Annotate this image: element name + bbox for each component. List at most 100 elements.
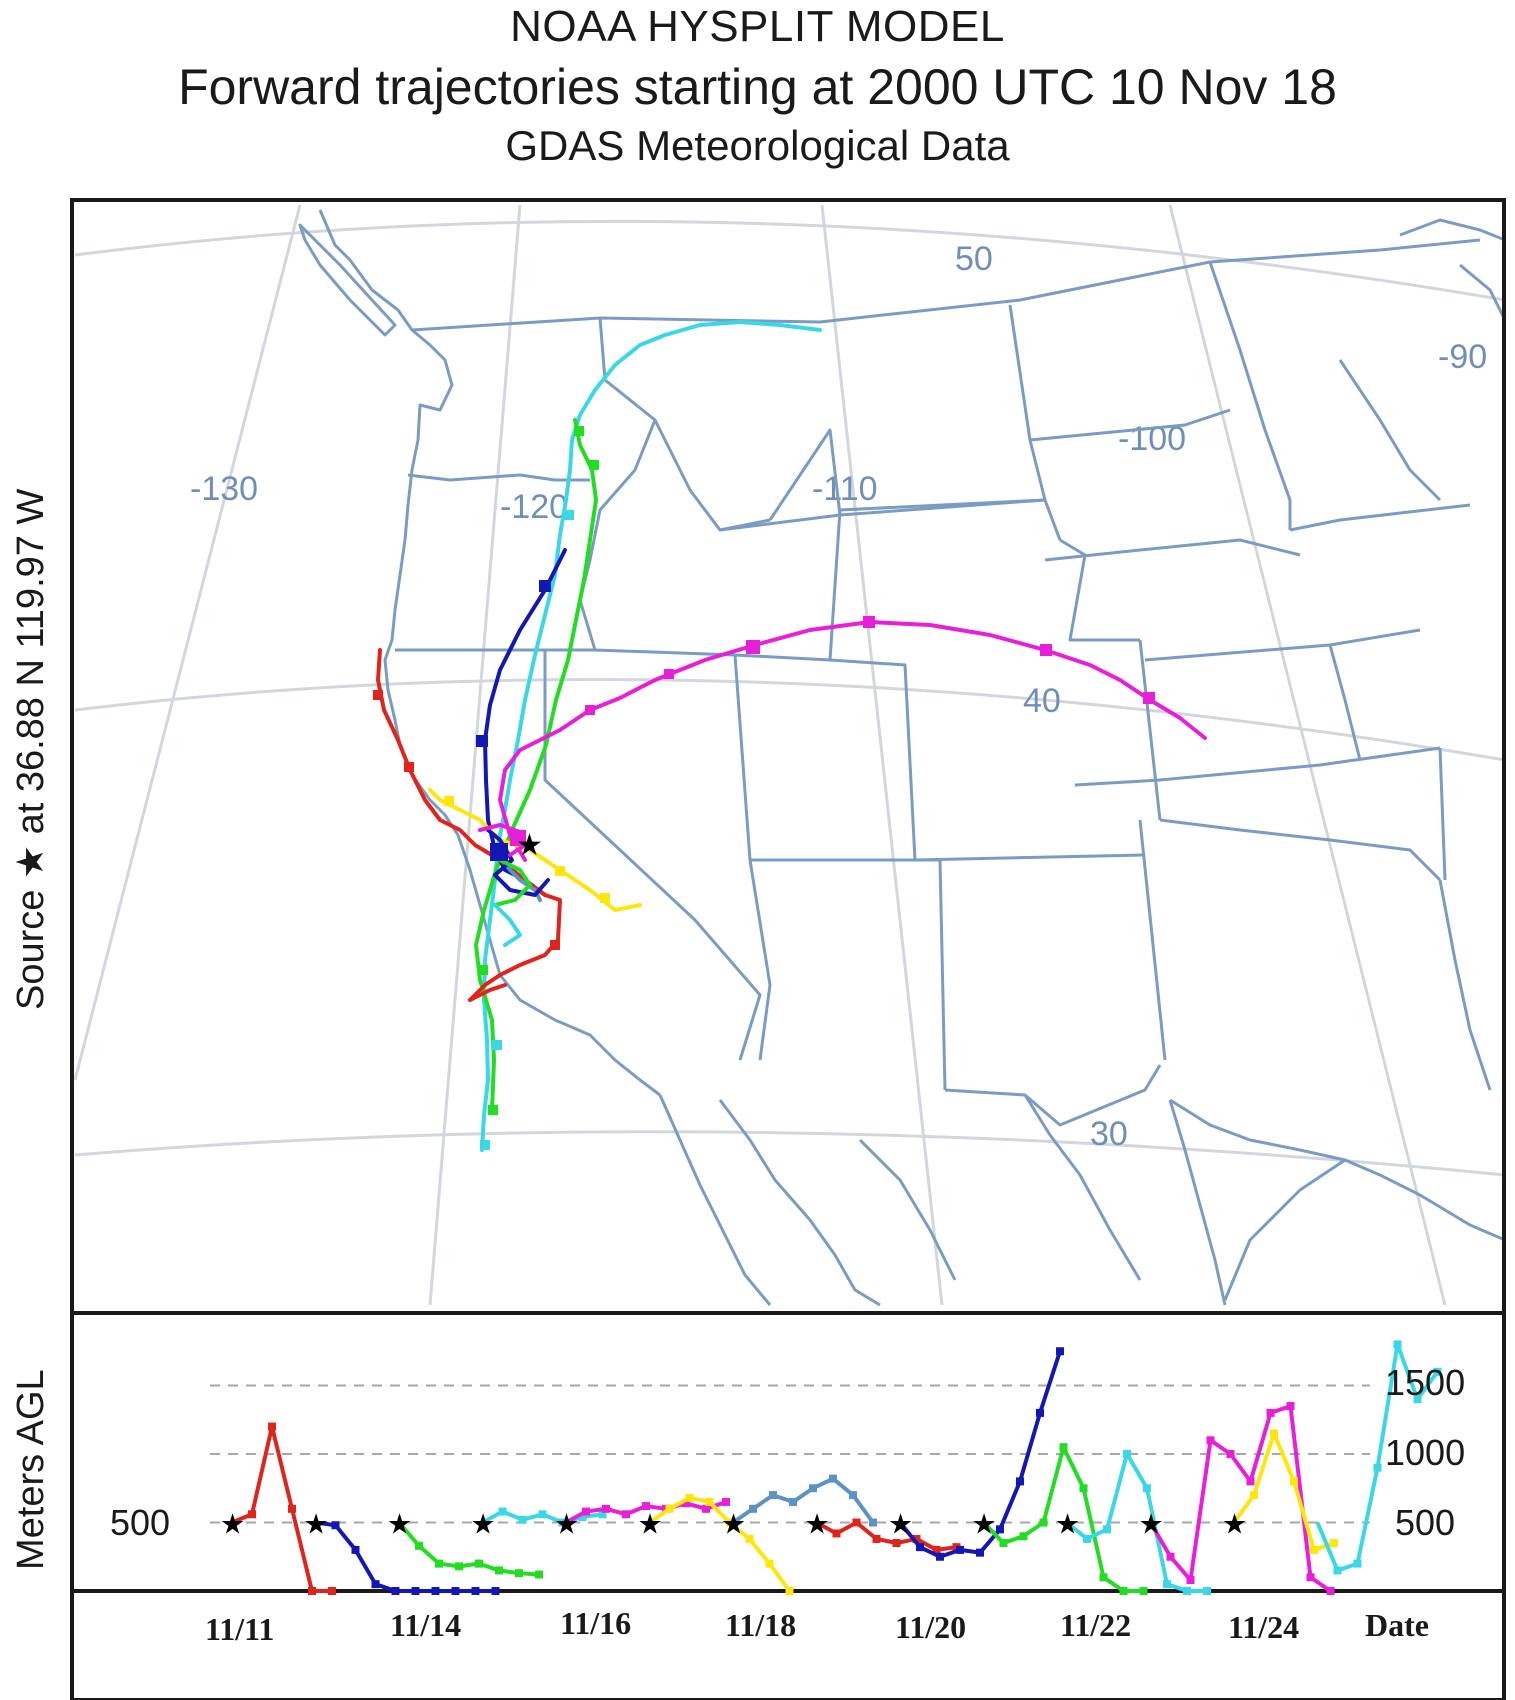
height-point — [455, 1562, 463, 1571]
y-tick-1500: 1500 — [1385, 1362, 1465, 1403]
start-star: ★ — [1055, 1508, 1080, 1541]
height-point — [1039, 1518, 1048, 1527]
marker-cyan-2 — [480, 1140, 490, 1150]
marker-green-4 — [478, 965, 488, 975]
border-ne-co — [1059, 538, 1140, 642]
start-star: ★ — [888, 1508, 913, 1541]
lat-50-line — [74, 219, 1506, 302]
height-gridlines — [210, 1384, 1370, 1524]
lon-110-line — [820, 204, 944, 1306]
height-point — [1206, 1436, 1215, 1445]
marker-red-3 — [550, 940, 560, 950]
marker-magenta-3 — [1040, 644, 1052, 656]
height-point — [829, 1474, 837, 1483]
trajectory-cyan-north — [480, 320, 822, 1152]
gulf-coast-tx — [1168, 1099, 1227, 1306]
marker-cyan-1 — [564, 510, 574, 520]
height-point — [495, 1566, 503, 1575]
height-point — [582, 1507, 590, 1516]
height-point — [558, 1518, 567, 1527]
coastline-baja — [658, 1094, 772, 1306]
y-tick-500-left: 500 — [110, 1502, 170, 1543]
coastline-california — [456, 834, 661, 1097]
height-point — [268, 1422, 276, 1431]
height-point — [1186, 1576, 1195, 1585]
height-point — [932, 1545, 941, 1554]
height-point — [391, 1587, 400, 1595]
height-point — [415, 1541, 423, 1550]
trajectories — [376, 320, 1207, 1152]
height-frame — [70, 1311, 1506, 1700]
border-ok-east — [1438, 747, 1447, 881]
border-nd-sd — [1029, 408, 1231, 442]
x-tick-11-20: 11/20 — [895, 1609, 966, 1645]
marker-yellow-2 — [600, 893, 610, 903]
lon-label-110: -110 — [812, 470, 878, 508]
title-line-3: GDAS Meteorological Data — [505, 122, 1010, 169]
height-point — [1330, 1539, 1338, 1548]
height-point — [725, 1518, 734, 1527]
height-point — [288, 1504, 296, 1513]
height-point — [1373, 1463, 1382, 1472]
border-mn-wi — [1338, 359, 1442, 502]
border-ia-mo — [1328, 644, 1362, 761]
trajectory-red-2 — [468, 983, 507, 1002]
border-sd-ne — [1044, 538, 1301, 562]
height-point — [431, 1587, 440, 1595]
marker-cluster-blue — [490, 843, 508, 861]
start-star: ★ — [304, 1508, 329, 1541]
height-point — [1079, 1484, 1088, 1493]
height-point — [1183, 1587, 1191, 1595]
title-line-1: NOAA HYSPLIT MODEL — [510, 2, 1005, 51]
y-tick-1000: 1000 — [1385, 1432, 1465, 1473]
height-point — [535, 1570, 543, 1579]
lake-superior — [1399, 218, 1506, 242]
lon-120-line — [428, 204, 522, 1306]
height-point — [1119, 1587, 1128, 1595]
lat-30-line — [74, 1130, 1506, 1177]
height-point — [872, 1534, 881, 1543]
border-ut-co — [734, 498, 1046, 662]
start-star: ★ — [721, 1508, 746, 1541]
start-star: ★ — [1222, 1508, 1247, 1541]
height-point — [765, 1559, 774, 1568]
marker-magenta-6 — [664, 669, 674, 679]
lat-lon-grid — [73, 204, 1506, 1306]
height-point — [1103, 1525, 1111, 1534]
marker-yellow-1 — [555, 866, 565, 876]
start-star: ★ — [471, 1508, 496, 1541]
marker-magenta-4 — [1143, 692, 1155, 704]
border-co-ks — [1138, 639, 1162, 821]
height-point — [475, 1559, 483, 1568]
height-point — [1290, 1477, 1298, 1486]
marker-yellow-3 — [444, 796, 454, 806]
height-point — [498, 1507, 507, 1516]
border-wy-east — [768, 428, 842, 521]
height-point — [602, 1504, 610, 1513]
height-point — [1310, 1545, 1318, 1554]
height-point — [702, 1504, 710, 1513]
border-idaho — [578, 317, 657, 651]
border-tx-la — [1438, 879, 1492, 1091]
height-point — [705, 1497, 714, 1506]
lon-label-130: -130 — [190, 470, 258, 508]
trajectory-green — [474, 418, 598, 1112]
border-mt-wy — [719, 498, 1062, 541]
y-tick-500-right: 500 — [1395, 1502, 1455, 1543]
marker-cyan-3 — [492, 1040, 502, 1050]
height-point — [1016, 1477, 1024, 1486]
x-tick-11-11: 11/11 — [205, 1611, 274, 1647]
marker-green-1 — [574, 426, 584, 436]
height-point — [665, 1504, 674, 1513]
height-point — [642, 1502, 650, 1511]
start-markers: ★ ★ ★ ★ ★ ★ ★ ★ ★ ★ ★ ★ ★ — [220, 1508, 1247, 1541]
height-point — [1123, 1450, 1131, 1458]
height-point — [622, 1510, 630, 1519]
height-point — [1306, 1573, 1315, 1582]
height-point — [936, 1552, 944, 1561]
start-star: ★ — [220, 1508, 245, 1541]
border-nm-east — [1138, 819, 1167, 1061]
height-point — [471, 1587, 480, 1595]
border-us-canada — [411, 238, 1481, 332]
